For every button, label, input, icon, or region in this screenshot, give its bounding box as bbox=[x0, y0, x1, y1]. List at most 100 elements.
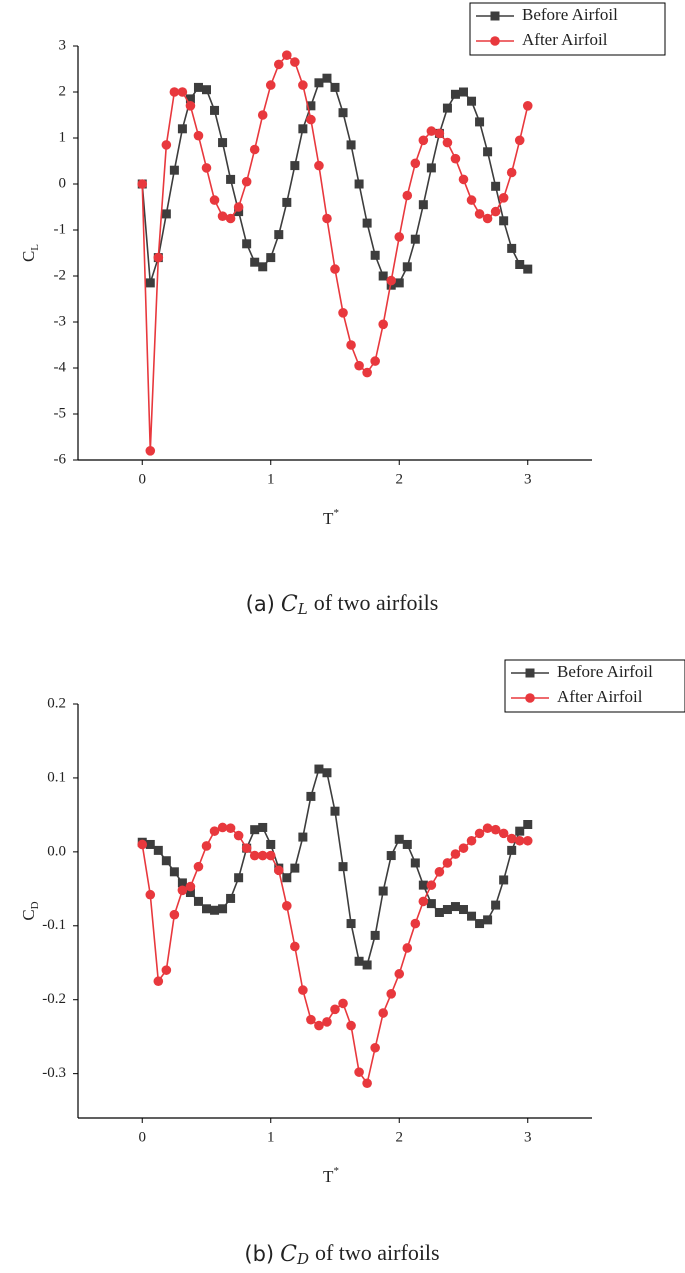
data-point bbox=[209, 826, 220, 836]
data-point bbox=[330, 806, 340, 816]
data-point bbox=[491, 900, 501, 910]
data-point bbox=[346, 340, 356, 350]
data-point bbox=[475, 919, 485, 929]
data-point bbox=[394, 834, 404, 844]
data-point bbox=[273, 59, 284, 70]
data-point bbox=[515, 260, 525, 269]
data-point bbox=[410, 858, 420, 868]
data-point bbox=[249, 144, 260, 155]
data-point bbox=[459, 87, 468, 97]
data-point bbox=[402, 262, 412, 272]
data-point bbox=[282, 197, 292, 207]
data-point bbox=[185, 888, 195, 898]
data-point bbox=[386, 851, 396, 861]
data-point bbox=[145, 889, 156, 900]
x-tick-label: 0 bbox=[139, 471, 147, 487]
data-point bbox=[467, 911, 477, 921]
data-point bbox=[177, 878, 187, 888]
data-point bbox=[507, 243, 517, 253]
data-point bbox=[410, 158, 421, 169]
data-point bbox=[338, 108, 348, 118]
data-point bbox=[161, 209, 171, 219]
caption-suffix: of two airfoils bbox=[315, 1240, 440, 1265]
data-point bbox=[322, 213, 332, 224]
data-point bbox=[201, 163, 212, 173]
x-axis-label: T* bbox=[323, 1165, 339, 1186]
data-point bbox=[386, 275, 397, 286]
caption-prefix: (b) bbox=[244, 1242, 274, 1266]
data-point bbox=[450, 153, 461, 164]
y-tick-label: 0.2 bbox=[47, 695, 66, 711]
data-point bbox=[442, 905, 452, 915]
data-point bbox=[459, 905, 468, 915]
data-point bbox=[506, 167, 517, 178]
data-point bbox=[450, 902, 460, 912]
x-axis-label: T* bbox=[323, 507, 339, 528]
data-point bbox=[410, 918, 421, 929]
data-point bbox=[482, 823, 493, 833]
data-point bbox=[241, 843, 252, 853]
data-point bbox=[442, 858, 453, 868]
data-point bbox=[515, 826, 525, 836]
x-tick-label: 0 bbox=[139, 1129, 147, 1145]
legend-box bbox=[504, 659, 685, 713]
data-point bbox=[185, 101, 196, 111]
data-point bbox=[137, 839, 148, 850]
caption: (a) CL of two airfoils bbox=[246, 590, 439, 618]
legend-box bbox=[469, 2, 666, 56]
x-tick-label: 2 bbox=[396, 1129, 404, 1145]
data-point bbox=[234, 873, 244, 883]
legend-label: Before Airfoil bbox=[557, 662, 653, 681]
data-point bbox=[265, 850, 276, 861]
data-point bbox=[145, 839, 155, 849]
y-tick-label: 0.1 bbox=[47, 769, 66, 785]
y-tick-label: 3 bbox=[59, 37, 67, 53]
y-axis-label: CL bbox=[19, 244, 41, 262]
data-point bbox=[226, 174, 236, 184]
data-point bbox=[210, 105, 220, 115]
data-point bbox=[378, 1008, 388, 1018]
series-line bbox=[141, 54, 529, 451]
data-point bbox=[338, 862, 348, 872]
y-axis-label-main: C bbox=[19, 909, 38, 920]
data-point bbox=[498, 828, 509, 839]
caption-suffix: of two airfoils bbox=[314, 590, 439, 615]
y-tick-label: 0 bbox=[59, 175, 67, 191]
data-point bbox=[290, 941, 300, 952]
caption-symbol: C bbox=[280, 1242, 297, 1267]
data-point bbox=[161, 856, 171, 866]
data-point bbox=[426, 126, 437, 136]
data-point bbox=[282, 50, 292, 60]
series-line bbox=[141, 77, 529, 287]
data-point bbox=[426, 163, 436, 173]
data-point bbox=[354, 1067, 364, 1077]
legend-label: After Airfoil bbox=[522, 30, 608, 49]
data-point bbox=[314, 78, 324, 88]
data-point bbox=[483, 147, 493, 157]
data-point bbox=[265, 80, 276, 90]
data-point bbox=[306, 101, 316, 111]
data-point bbox=[145, 278, 155, 288]
data-point bbox=[378, 886, 388, 896]
data-point bbox=[250, 257, 260, 267]
data-point bbox=[202, 904, 211, 914]
data-point bbox=[322, 1017, 332, 1027]
data-point bbox=[306, 114, 316, 125]
data-point bbox=[266, 839, 276, 849]
data-point bbox=[185, 94, 195, 104]
caption-sub: L bbox=[297, 600, 308, 618]
data-point bbox=[290, 57, 300, 67]
data-point bbox=[322, 768, 332, 778]
data-point bbox=[514, 135, 525, 146]
data-point bbox=[226, 893, 236, 903]
data-point bbox=[209, 195, 220, 205]
data-point bbox=[257, 850, 268, 861]
data-point bbox=[250, 825, 260, 835]
data-point bbox=[370, 930, 380, 940]
data-point bbox=[306, 1014, 316, 1025]
y-tick-label: -5 bbox=[54, 405, 67, 421]
x-axis-label-sup: * bbox=[333, 507, 339, 519]
data-point bbox=[418, 880, 428, 890]
data-point bbox=[338, 308, 348, 318]
